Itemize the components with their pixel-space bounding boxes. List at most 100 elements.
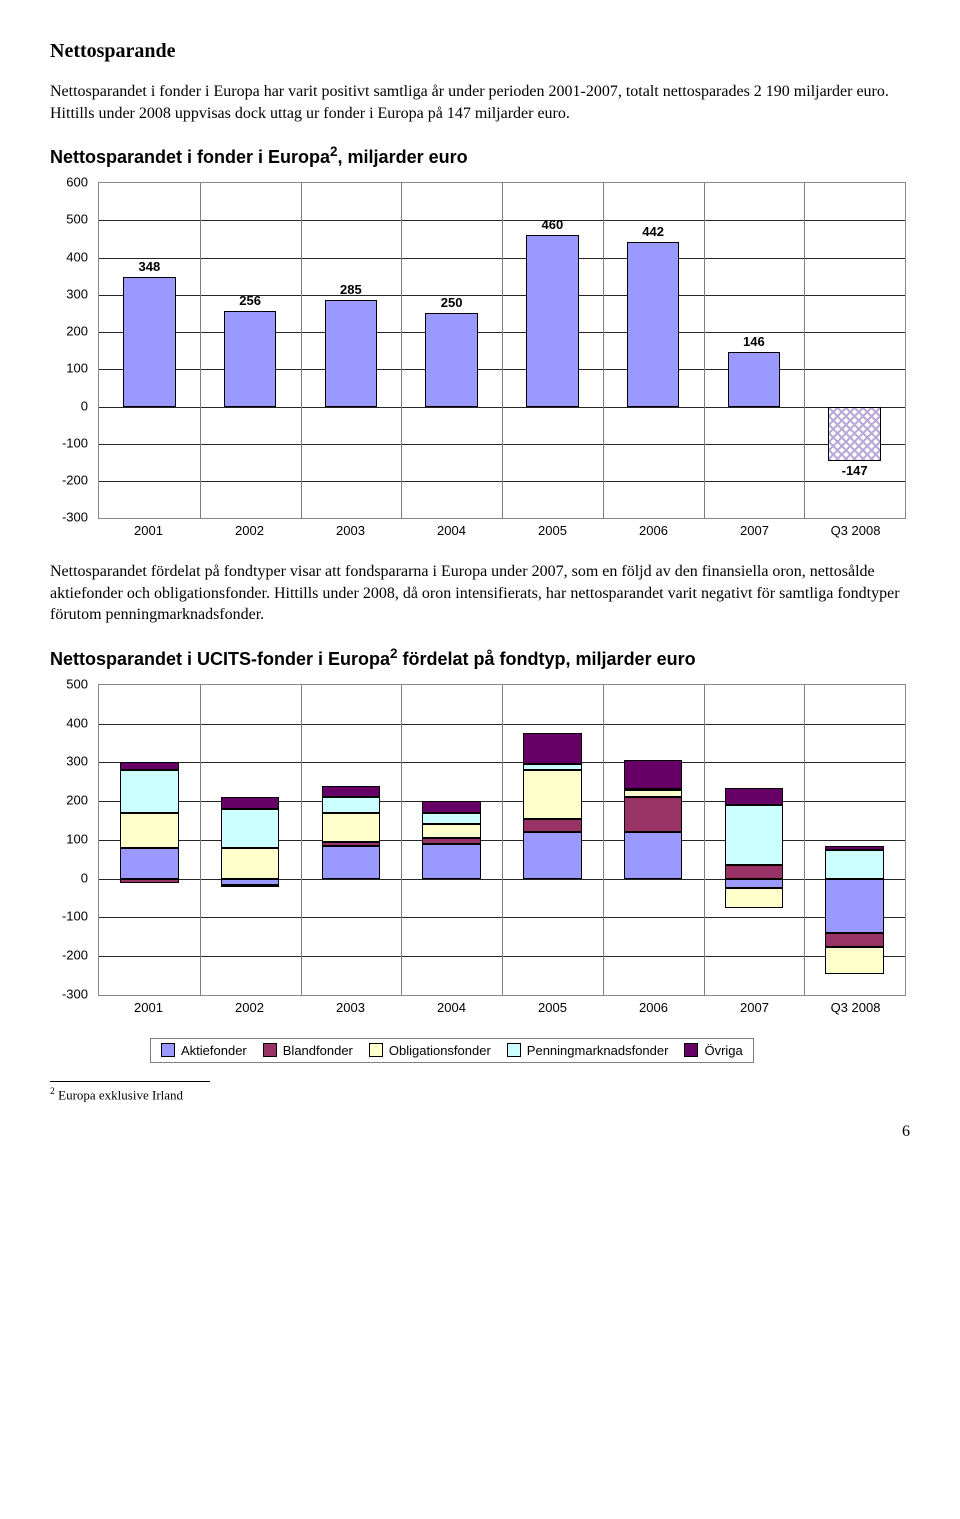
paragraph-2: Nettosparandet fördelat på fondtyper vis… (50, 561, 910, 626)
stacked-segment (523, 764, 581, 770)
bar-value-label: -147 (842, 463, 868, 478)
stacked-segment (825, 947, 883, 974)
bar-value-label: 285 (340, 282, 362, 297)
bar (425, 313, 477, 406)
chart1: -300-200-1000100200300400500600348256285… (50, 182, 910, 541)
y-tick: 600 (66, 175, 88, 190)
y-tick: 400 (66, 715, 88, 730)
legend-label: Blandfonder (283, 1043, 353, 1058)
legend-item: Övriga (684, 1043, 742, 1058)
chart1-title: Nettosparandet i fonder i Europa2, milja… (50, 144, 910, 168)
stacked-segment (120, 848, 178, 879)
bar (224, 311, 276, 406)
page-number: 6 (50, 1123, 910, 1141)
x-axis-label: 2006 (639, 1000, 668, 1015)
stacked-segment (322, 797, 380, 813)
legend-swatch (684, 1043, 698, 1057)
stacked-segment (120, 770, 178, 813)
x-axis-label: 2007 (740, 523, 769, 538)
legend-label: Aktiefonder (181, 1043, 247, 1058)
stacked-segment (825, 879, 883, 933)
x-axis-label: 2005 (538, 523, 567, 538)
footnote-rule (50, 1081, 210, 1082)
stacked-segment (825, 933, 883, 947)
bar (627, 242, 679, 407)
bar-value-label: 348 (139, 259, 161, 274)
bar (828, 407, 880, 462)
stacked-segment (725, 879, 783, 889)
chart2: -300-200-1000100200300400500200120022003… (50, 684, 910, 1018)
y-tick: 400 (66, 249, 88, 264)
footnote-text: Europa exklusive Irland (58, 1087, 183, 1102)
chart2-title-pre: Nettosparandet i UCITS-fonder i Europa (50, 649, 390, 669)
stacked-segment (120, 762, 178, 770)
stacked-segment (322, 842, 380, 846)
bar-value-label: 256 (239, 293, 261, 308)
y-tick: -200 (62, 948, 88, 963)
y-tick: 200 (66, 793, 88, 808)
legend-label: Obligationsfonder (389, 1043, 491, 1058)
legend-swatch (161, 1043, 175, 1057)
stacked-segment (422, 824, 480, 838)
stacked-segment (725, 888, 783, 907)
y-tick: 300 (66, 286, 88, 301)
legend-swatch (507, 1043, 521, 1057)
legend-item: Aktiefonder (161, 1043, 247, 1058)
stacked-segment (523, 733, 581, 765)
chart1-title-post: , miljarder euro (338, 147, 468, 167)
chart2-sup: 2 (390, 646, 398, 661)
section-title: Nettosparande (50, 40, 910, 63)
stacked-segment (825, 850, 883, 879)
bar (325, 300, 377, 406)
bar-value-label: 250 (441, 295, 463, 310)
x-axis-label: 2001 (134, 1000, 163, 1015)
stacked-segment (523, 819, 581, 833)
stacked-segment (322, 786, 380, 798)
x-axis-label: 2003 (336, 523, 365, 538)
x-axis-label: 2001 (134, 523, 163, 538)
stacked-segment (523, 770, 581, 818)
bar-value-label: 460 (542, 217, 564, 232)
y-tick: 0 (81, 870, 88, 885)
stacked-segment (120, 879, 178, 883)
stacked-segment (221, 885, 279, 887)
x-axis-label: Q3 2008 (831, 523, 881, 538)
stacked-segment (120, 813, 178, 848)
bar (526, 235, 578, 406)
stacked-segment (624, 790, 682, 797)
legend-swatch (263, 1043, 277, 1057)
chart1-sup: 2 (330, 144, 338, 159)
stacked-segment (322, 813, 380, 842)
y-tick: -200 (62, 472, 88, 487)
bar-value-label: 146 (743, 334, 765, 349)
x-axis-label: 2002 (235, 523, 264, 538)
stacked-segment (221, 809, 279, 848)
y-tick: -300 (62, 986, 88, 1001)
y-tick: 0 (81, 398, 88, 413)
stacked-segment (825, 846, 883, 850)
bar-value-label: 442 (642, 224, 664, 239)
chart1-title-pre: Nettosparandet i fonder i Europa (50, 147, 330, 167)
legend-swatch (369, 1043, 383, 1057)
stacked-segment (523, 832, 581, 879)
x-axis-label: 2004 (437, 1000, 466, 1015)
legend-item: Penningmarknadsfonder (507, 1043, 669, 1058)
stacked-segment (725, 805, 783, 865)
y-tick: -300 (62, 510, 88, 525)
y-tick: 100 (66, 361, 88, 376)
x-axis-label: 2004 (437, 523, 466, 538)
stacked-segment (422, 813, 480, 825)
y-tick: -100 (62, 435, 88, 450)
legend-item: Obligationsfonder (369, 1043, 491, 1058)
stacked-segment (624, 797, 682, 832)
stacked-segment (221, 797, 279, 809)
stacked-segment (422, 844, 480, 879)
stacked-segment (322, 846, 380, 879)
x-axis-label: 2007 (740, 1000, 769, 1015)
footnote-sup: 2 (50, 1086, 55, 1097)
bar (123, 277, 175, 407)
x-axis-label: 2006 (639, 523, 668, 538)
stacked-segment (422, 838, 480, 844)
legend-label: Penningmarknadsfonder (527, 1043, 669, 1058)
stacked-segment (221, 848, 279, 879)
